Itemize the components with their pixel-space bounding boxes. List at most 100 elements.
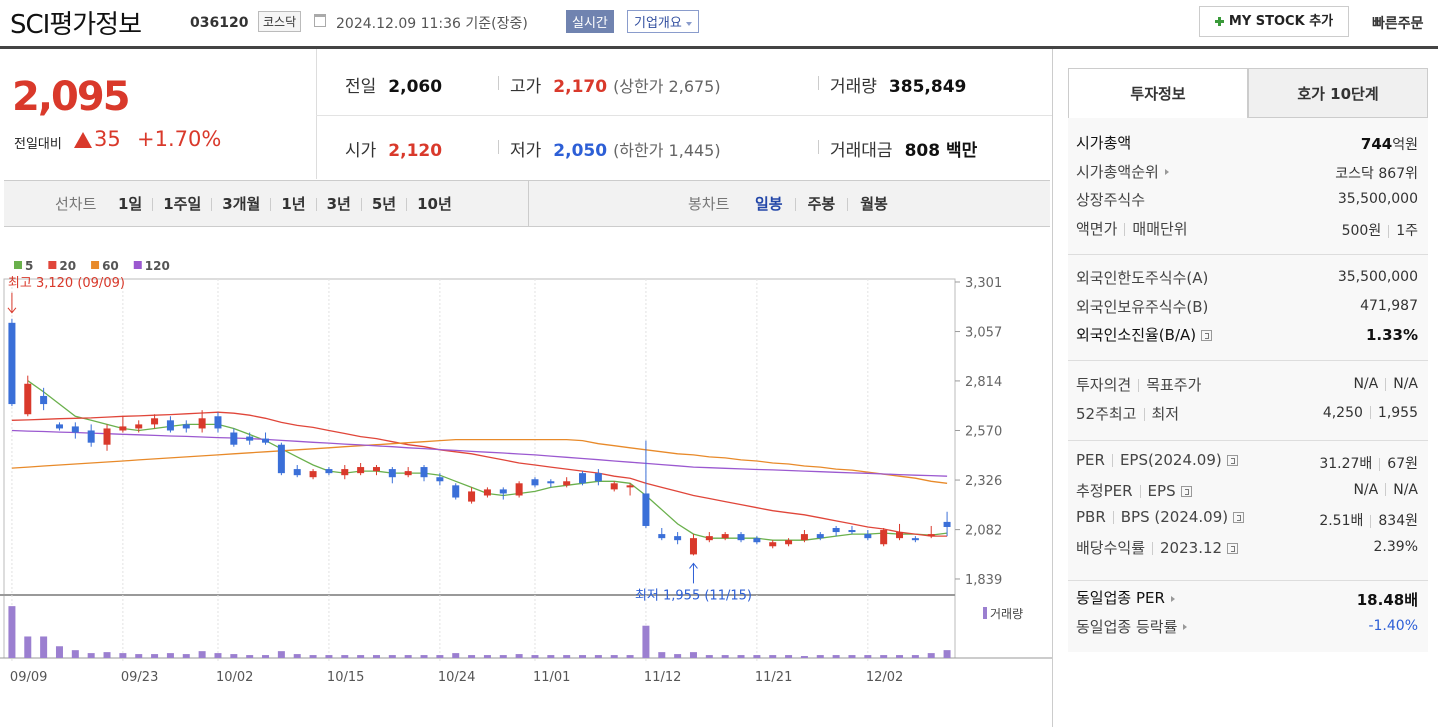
period-tab[interactable]: 주봉	[807, 195, 836, 213]
x-tick-label: 11/12	[644, 670, 681, 685]
volume-bar	[753, 655, 761, 658]
info-panel	[1068, 118, 1428, 652]
candle-body	[515, 483, 523, 496]
candle-body	[262, 438, 270, 443]
header-rule	[0, 46, 1438, 49]
info-label: 동일업종 PER	[1076, 587, 1175, 608]
period-tab[interactable]: 5년	[371, 195, 397, 213]
info-label: PBR BPS (2024.09)	[1076, 508, 1245, 526]
separator	[1124, 223, 1126, 237]
field-value: 2,050	[553, 141, 608, 161]
candle-body	[388, 469, 396, 478]
candle-body	[896, 532, 904, 539]
candle-body	[594, 473, 602, 482]
change-label: 전일대비	[14, 137, 62, 152]
calendar-icon	[314, 14, 326, 27]
y-tick-label: 2,326	[965, 474, 1002, 489]
candle-body	[341, 469, 349, 476]
candle-body	[55, 424, 63, 429]
value-part: 1주	[1396, 223, 1418, 240]
label-part: 동일업종 PER	[1076, 589, 1165, 607]
label-part: 외국인소진율(B/A)	[1076, 326, 1197, 345]
datetime: 2024.12.09 11:36	[336, 16, 461, 32]
arrow-icon	[1183, 624, 1188, 631]
y-tick-label: 2,814	[965, 375, 1002, 390]
candle-body	[531, 479, 539, 486]
separator	[1379, 457, 1381, 471]
candle-body	[674, 536, 682, 541]
chart-tabs	[4, 180, 1050, 227]
candle-body	[626, 485, 634, 488]
value-part: 67원	[1387, 456, 1418, 472]
candle-periods: 일봉 주봉 월봉	[755, 193, 888, 214]
period-tab[interactable]: 3개월	[222, 195, 261, 213]
moving-average-line	[11, 411, 948, 537]
separator	[1138, 379, 1140, 392]
candle-body	[436, 477, 444, 482]
separator	[360, 198, 362, 211]
quick-order[interactable]: 빠른주문	[1372, 16, 1424, 32]
candle-body	[182, 424, 190, 429]
candle-body	[214, 416, 222, 429]
field-value: 385,849	[888, 77, 967, 97]
candle-body	[769, 542, 777, 547]
period-tab[interactable]: 월봉	[860, 195, 888, 213]
volume-bar	[404, 655, 412, 658]
volume-bar	[277, 651, 285, 658]
y-tick-label: 3,057	[965, 326, 1002, 341]
overview-dropdown[interactable]: 기업개요	[627, 10, 699, 33]
candle-body	[198, 418, 206, 429]
market-badge: 코스닥	[258, 11, 302, 32]
value-part: 471,987	[1360, 297, 1418, 314]
realtime-button[interactable]: 실시간	[566, 10, 614, 33]
period-tab[interactable]: 1년	[281, 195, 306, 213]
label-part: 배당수익률	[1076, 539, 1146, 558]
info-label: 52주최고 최저	[1076, 403, 1179, 424]
candle-body	[753, 538, 761, 543]
field-label: 거래대금	[830, 141, 893, 161]
value-part: 18.48배	[1356, 591, 1418, 609]
info-value: 18.48배	[1357, 589, 1418, 610]
period-tab[interactable]: 1일	[118, 195, 143, 213]
candle-body	[610, 483, 618, 490]
value-part: 834원	[1378, 513, 1418, 530]
quote-field: 고가 2,170 (상한가 2,675)	[510, 72, 721, 97]
label-part: 외국인한도주식수(A)	[1076, 269, 1209, 287]
period-tab[interactable]: 3년	[326, 195, 351, 213]
info-label: 배당수익률 2023.12	[1076, 537, 1239, 558]
period-tab[interactable]: 일봉	[755, 195, 783, 213]
candle-body	[40, 395, 48, 405]
volume-bar	[499, 655, 507, 658]
value-part: 1.33%	[1365, 326, 1418, 345]
volume-bar	[515, 654, 523, 658]
period-tab[interactable]: 10년	[417, 195, 452, 213]
volume-bar	[737, 655, 745, 658]
annotation-arrow	[689, 562, 698, 584]
field-label: 고가	[510, 77, 542, 97]
x-tick-label: 10/24	[438, 670, 475, 685]
field-separator	[818, 76, 819, 90]
candle-body	[943, 521, 951, 527]
panel-divider	[1052, 49, 1053, 727]
value-part: 코스닥 867위	[1335, 165, 1418, 182]
candle-body	[24, 383, 32, 415]
label-part: 상장주식수	[1076, 191, 1146, 210]
volume-bar	[579, 655, 587, 658]
period-tab[interactable]: 1주일	[163, 195, 202, 213]
info-tab[interactable]: 투자정보	[1068, 68, 1248, 118]
label-part: 투자의견	[1076, 376, 1132, 394]
label-part: 액면가	[1076, 220, 1118, 239]
volume-bar	[943, 650, 951, 658]
candle-body	[547, 481, 555, 484]
info-label: 외국인한도주식수(A)	[1076, 267, 1208, 288]
info-tab[interactable]: 호가 10단계	[1248, 68, 1428, 118]
volume-bar	[262, 655, 270, 658]
value-part: 35,500,000	[1337, 191, 1418, 208]
mystock-button[interactable]: MY STOCK 추가	[1199, 6, 1349, 37]
volume-bar	[151, 654, 159, 658]
volume-legend: 거래량	[990, 607, 1023, 621]
volume-bar	[531, 655, 539, 658]
basis: 기준(장중)	[465, 16, 528, 32]
value-part: 744	[1360, 135, 1393, 153]
